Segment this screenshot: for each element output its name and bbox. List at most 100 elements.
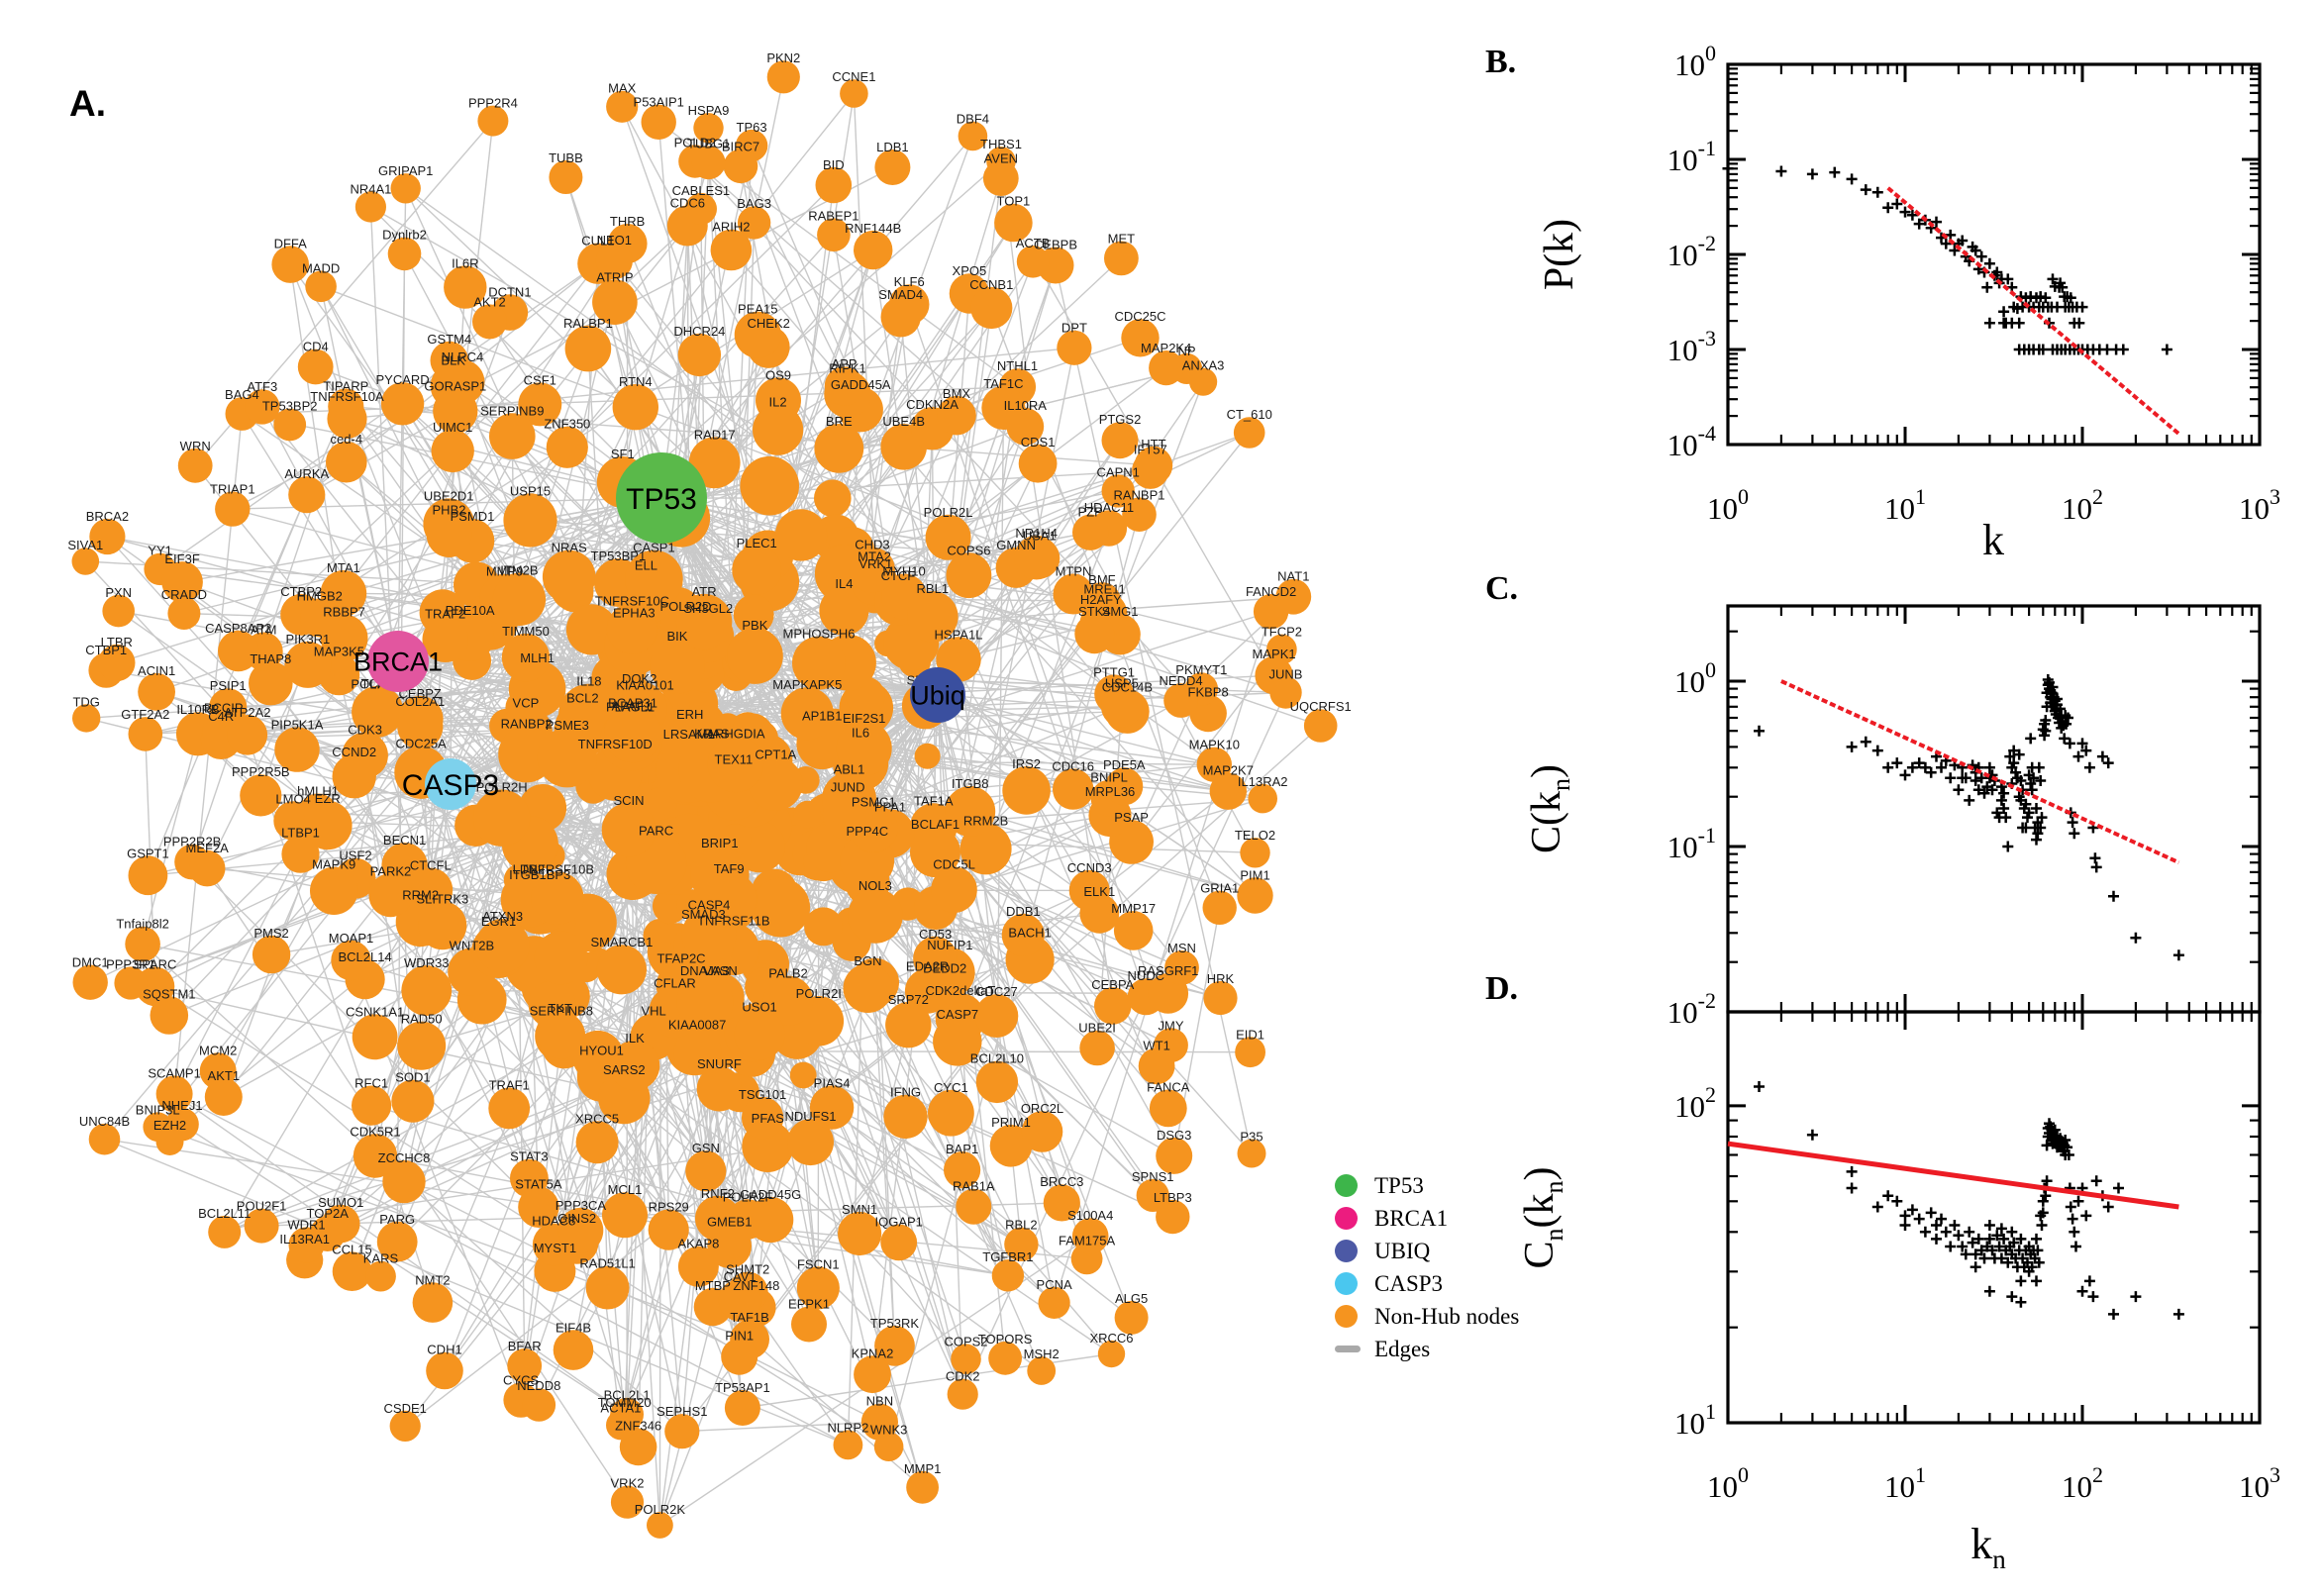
legend-item-casp3: CASP3: [1335, 1267, 1519, 1300]
network-edge: [937, 694, 1125, 787]
network-node: [1105, 767, 1144, 806]
network-node: [475, 919, 530, 973]
network-edge: [403, 1180, 880, 1423]
network-node: [843, 963, 893, 1013]
axis-tick-label: 103: [2239, 1462, 2280, 1504]
network-node: [1235, 1037, 1265, 1068]
network-node: [518, 382, 562, 427]
network-node: [397, 1021, 447, 1070]
legend: TP53 BRCA1 UBIQ CASP3 Non-Hub nodes Edge…: [1335, 1169, 1519, 1365]
network-node: [951, 1344, 981, 1374]
network-node: [596, 945, 648, 995]
network-node: [585, 1265, 630, 1310]
network-node: [982, 160, 1019, 197]
network-node: [353, 685, 404, 737]
network-edge: [1098, 688, 1202, 915]
network-node: [740, 455, 799, 516]
network-node: [931, 866, 977, 913]
network-node: [804, 907, 844, 947]
network-node: [1014, 535, 1059, 580]
axis-tick-label: 101: [1884, 484, 1926, 526]
network-edge: [967, 574, 1257, 896]
network-node: [928, 1089, 974, 1137]
network-node: [874, 150, 911, 185]
axis-tick-label: 10-4: [1667, 421, 1716, 462]
network-node: [273, 801, 313, 841]
legend-label: BRCA1: [1374, 1205, 1449, 1231]
network-node: [387, 237, 422, 271]
network-node: [489, 413, 536, 459]
network-node: [397, 703, 444, 750]
network-node: [874, 1325, 915, 1366]
network-node: [1189, 367, 1218, 396]
network-node: [128, 855, 168, 896]
network-node: [244, 1208, 279, 1244]
network-node: [1071, 1218, 1109, 1254]
network-node: [945, 786, 996, 837]
network-node: [814, 479, 852, 517]
network-node: [1122, 497, 1157, 532]
legend-item-nonhub: Non-Hub nodes: [1335, 1300, 1519, 1333]
chart-B: 100 101 102 103 100 10-1 10-2 10-3 10-4 k P(k): [1537, 41, 2280, 564]
network-edge: [660, 337, 1141, 499]
network-node: [994, 203, 1033, 243]
network-node: [1156, 1137, 1193, 1174]
axis-title: Cn(kn): [1517, 1166, 1568, 1268]
network-node: [1275, 578, 1312, 615]
network-node: [503, 493, 557, 548]
network-edge: [676, 665, 1263, 800]
network-node: [741, 1096, 784, 1140]
network-node: [492, 572, 547, 626]
network-node: [1237, 877, 1273, 914]
network-node: [300, 598, 340, 638]
network-edge: [960, 381, 1204, 1019]
network-node: [914, 743, 941, 769]
network-node: [673, 1027, 722, 1075]
axis-tick-label: 10-1: [1667, 823, 1716, 864]
network-node: [748, 1196, 794, 1244]
legend-label: TP53: [1374, 1172, 1424, 1198]
tp53-swatch-icon: [1335, 1174, 1358, 1197]
legend-label: CASP3: [1374, 1270, 1444, 1296]
network-node: [791, 1306, 827, 1343]
network-node: [252, 935, 291, 974]
axis-ticks: [1726, 1012, 2262, 1425]
axis-title: C(kn): [1524, 764, 1575, 853]
network-node: [88, 1123, 121, 1155]
network-edge: [681, 1421, 880, 1433]
network-edge: [660, 128, 710, 499]
network-node: [907, 591, 959, 643]
edge-swatch-icon: [1335, 1346, 1361, 1352]
legend-label: Non-Hub nodes: [1374, 1303, 1520, 1329]
network-graph: DHCR24TP53RKKIAA0087NLRP2CDK2deltaTNPSNU…: [67, 50, 1352, 1539]
network-node: [904, 968, 951, 1014]
axis-tick-label: 101: [1884, 1462, 1926, 1504]
network-node: [412, 1282, 454, 1323]
network-node: [733, 594, 774, 636]
network-node: [1072, 514, 1109, 550]
network-node: [809, 1085, 855, 1130]
network-node: [177, 448, 213, 483]
network-node: [390, 173, 421, 204]
network-edge: [886, 643, 1175, 1156]
network-node: [155, 1128, 184, 1155]
network-node: [444, 265, 487, 309]
network-node: [1021, 1111, 1063, 1152]
network-node: [737, 206, 771, 240]
network-node: [854, 230, 893, 270]
network-node: [209, 688, 248, 727]
network-node: [696, 1066, 743, 1112]
legend-label: UBIQ: [1374, 1238, 1431, 1263]
network-node: [1233, 417, 1265, 449]
network-edge: [874, 614, 1106, 917]
network-node: [477, 105, 509, 137]
network-node: [958, 121, 988, 151]
plot-frame: [1726, 1010, 2262, 1425]
network-edge: [1053, 611, 1272, 1304]
network-node: [1136, 1178, 1169, 1212]
network-node: [522, 1388, 556, 1422]
legend-item-ubiq: UBIQ: [1335, 1235, 1519, 1267]
network-node: [71, 548, 100, 575]
network-node: [688, 437, 741, 489]
